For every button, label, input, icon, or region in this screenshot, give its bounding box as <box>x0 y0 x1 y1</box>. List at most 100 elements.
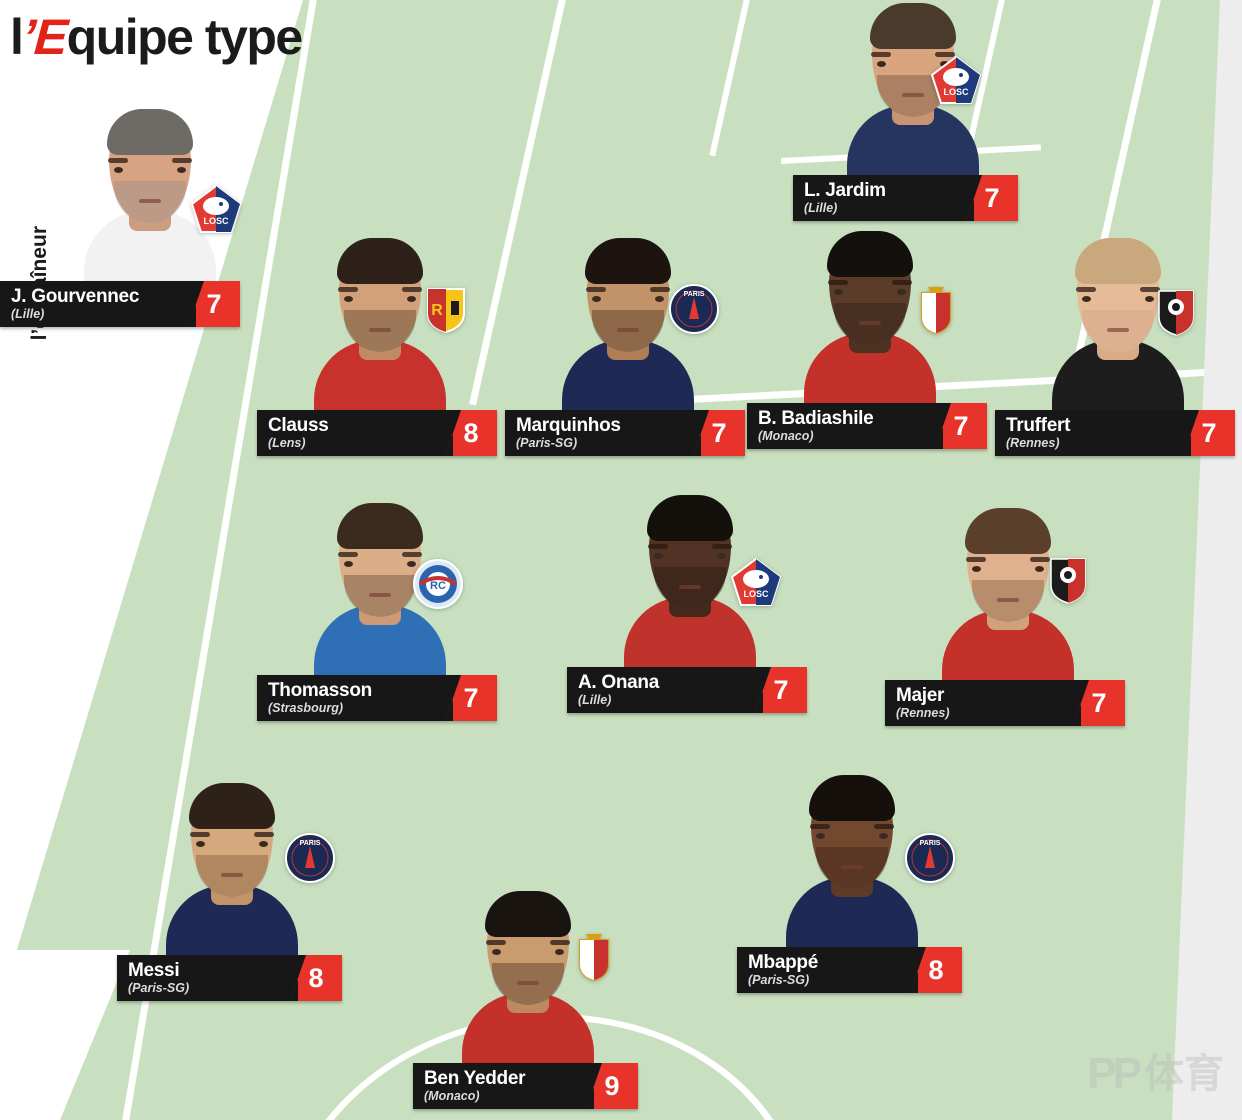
player-brow-right <box>649 287 670 292</box>
player-portrait <box>800 228 940 403</box>
player-name: B. Badiashile <box>758 408 874 430</box>
coach-plate-text: J. Gourvennec (Lille) <box>0 281 188 327</box>
player-card-jardim[interactable]: LOSC L. Jardim (Lille) 7 <box>793 0 1018 221</box>
watermark-cn-text: 体育 <box>1144 1051 1224 1097</box>
player-mouth <box>517 981 539 985</box>
player-name-plate[interactable]: Mbappé (Paris-SG) 8 <box>737 947 962 993</box>
player-rating: 7 <box>445 675 497 721</box>
player-brow-left <box>337 552 358 557</box>
player-hair <box>336 238 423 284</box>
coach-mouth <box>139 199 161 203</box>
coach-rating: 7 <box>188 281 240 327</box>
player-portrait <box>310 235 450 410</box>
player-rating: 7 <box>935 403 987 449</box>
player-club: (Rennes) <box>1006 435 1060 450</box>
player-club: (Lille) <box>578 692 612 707</box>
player-brow-right <box>874 824 894 829</box>
stade-rennais-badge <box>1042 553 1094 605</box>
player-eye-right <box>716 553 726 559</box>
player-name: A. Onana <box>578 672 660 694</box>
player-eye-left <box>971 566 981 572</box>
player-plate-text: Majer (Rennes) <box>885 680 1073 726</box>
player-brow-right <box>401 287 422 292</box>
player-rating: 9 <box>586 1063 638 1109</box>
coach-hair <box>107 109 193 155</box>
player-brow-right <box>550 940 570 945</box>
player-card-benyedder[interactable]: Ben Yedder (Monaco) 9 <box>413 888 638 1109</box>
player-card-coach[interactable]: LOSC J. Gourvennec (Lille) 7 <box>0 106 242 327</box>
svg-text:RC: RC <box>430 580 446 592</box>
player-brow-left <box>1075 287 1096 292</box>
player-name: Ben Yedder <box>424 1068 526 1090</box>
player-name-plate[interactable]: Truffert (Rennes) 7 <box>995 410 1235 456</box>
player-eye-right <box>1144 296 1154 302</box>
player-portrait <box>558 235 698 410</box>
player-name-plate[interactable]: Messi (Paris-SG) 8 <box>117 955 342 1001</box>
player-portrait <box>162 780 302 955</box>
psg-badge: PARIS <box>284 832 336 884</box>
player-eye-right <box>1034 566 1044 572</box>
player-club: (Lille) <box>804 200 838 215</box>
player-plate-text: Truffert (Rennes) <box>995 410 1183 456</box>
player-mouth <box>368 328 391 332</box>
player-eye-left <box>816 833 825 839</box>
player-rating: 7 <box>1183 410 1235 456</box>
player-name: Messi <box>128 960 180 982</box>
losc-lille-badge: LOSC <box>190 184 242 236</box>
player-brow-left <box>647 544 668 549</box>
player-card-majer[interactable]: Majer (Rennes) 7 <box>885 505 1125 726</box>
player-eye-left <box>591 296 601 302</box>
player-eye-right <box>406 561 416 567</box>
player-rating: 8 <box>290 955 342 1001</box>
svg-text:PARIS: PARIS <box>300 840 321 847</box>
player-mouth <box>902 93 924 97</box>
player-name: Clauss <box>268 415 329 437</box>
player-card-onana[interactable]: LOSC A. Onana (Lille) 7 <box>567 492 807 713</box>
player-name-plate[interactable]: Ben Yedder (Monaco) 9 <box>413 1063 638 1109</box>
player-card-clauss[interactable]: R Clauss (Lens) 8 <box>257 235 497 456</box>
player-mouth <box>221 873 243 877</box>
player-hair <box>826 231 913 277</box>
coach-block: l’entraîneur LOSC J. Gourvennec <box>0 96 300 356</box>
svg-text:PARIS: PARIS <box>684 291 705 298</box>
player-mouth <box>858 321 881 325</box>
as-monaco-badge <box>568 930 620 982</box>
player-name-plate[interactable]: B. Badiashile (Monaco) 7 <box>747 403 987 449</box>
player-brow-right <box>935 52 955 57</box>
player-portrait <box>938 505 1078 680</box>
svg-text:LOSC: LOSC <box>943 87 969 97</box>
player-rating: 7 <box>755 667 807 713</box>
player-brow-right <box>1139 287 1160 292</box>
player-name-plate[interactable]: Clauss (Lens) 8 <box>257 410 497 456</box>
player-name-plate[interactable]: A. Onana (Lille) 7 <box>567 667 807 713</box>
player-card-thomasson[interactable]: RC Thomasson (Strasbourg) 7 <box>257 500 497 721</box>
player-name-plate[interactable]: Marquinhos (Paris-SG) 7 <box>505 410 745 456</box>
player-card-badiashile[interactable]: B. Badiashile (Monaco) 7 <box>747 228 987 449</box>
player-card-truffert[interactable]: Truffert (Rennes) 7 <box>995 235 1235 456</box>
player-card-messi[interactable]: PARIS Messi (Paris-SG) 8 <box>117 780 342 1001</box>
player-plate-text: Messi (Paris-SG) <box>117 955 290 1001</box>
player-rating: 7 <box>1073 680 1125 726</box>
player-eye-left <box>653 553 663 559</box>
as-monaco-badge <box>910 283 962 335</box>
player-portrait <box>1048 235 1188 410</box>
player-mouth <box>1106 328 1129 332</box>
player-name-plate[interactable]: L. Jardim (Lille) 7 <box>793 175 1018 221</box>
player-brow-left <box>585 287 606 292</box>
player-eye-left <box>343 296 353 302</box>
player-plate-text: Thomasson (Strasbourg) <box>257 675 445 721</box>
losc-lille-badge: LOSC <box>730 557 782 609</box>
player-club: (Rennes) <box>896 705 950 720</box>
player-card-marquinhos[interactable]: PARIS Marquinhos (Paris-SG) 7 <box>505 235 745 456</box>
player-club: (Paris-SG) <box>128 980 190 995</box>
player-card-mbappe[interactable]: PARIS Mbappé (Paris-SG) 8 <box>737 772 962 993</box>
svg-text:LOSC: LOSC <box>743 589 769 599</box>
player-eye-left <box>343 561 353 567</box>
svg-text:R: R <box>431 302 443 319</box>
coach-portrait <box>80 106 220 281</box>
player-name-plate[interactable]: Majer (Rennes) 7 <box>885 680 1125 726</box>
coach-name-plate[interactable]: J. Gourvennec (Lille) 7 <box>0 281 240 327</box>
player-plate-text: A. Onana (Lille) <box>567 667 755 713</box>
player-hair <box>646 495 733 541</box>
player-name-plate[interactable]: Thomasson (Strasbourg) 7 <box>257 675 497 721</box>
